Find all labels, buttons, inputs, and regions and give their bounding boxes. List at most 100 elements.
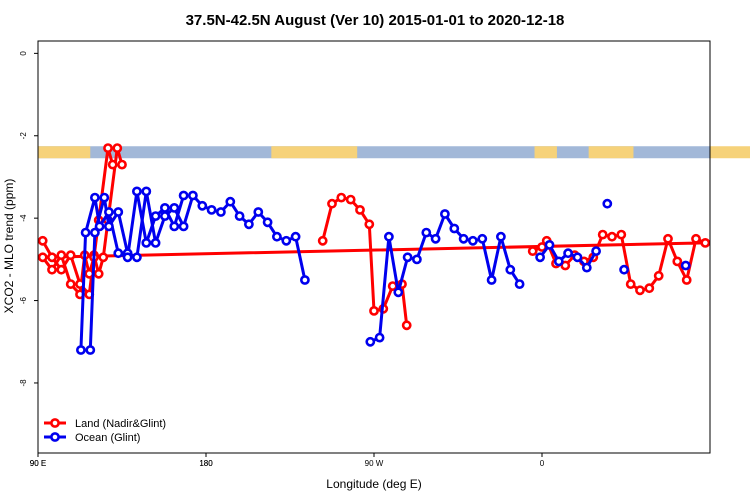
data-point-land: [616, 229, 627, 240]
data-point-land: [65, 250, 76, 261]
data-point-land: [369, 305, 379, 316]
data-point-land: [345, 194, 356, 205]
data-point-ocean: [495, 231, 506, 242]
data-point-ocean: [253, 207, 264, 217]
land-band: [534, 146, 557, 159]
x-axis: 90 E 180 90 W 090 E 180: [30, 453, 545, 468]
data-point-ocean: [104, 207, 114, 217]
data-point-ocean: [262, 217, 273, 228]
data-point-ocean: [402, 252, 413, 263]
data-point-ocean: [225, 196, 236, 207]
data-point-land: [700, 237, 711, 248]
data-point-ocean: [104, 221, 114, 232]
data-point-ocean: [76, 345, 86, 355]
data-point-ocean: [234, 211, 245, 221]
y-tick-label: -6: [19, 296, 28, 304]
y-tick-label: -2: [19, 132, 28, 140]
data-point-ocean: [243, 219, 254, 230]
data-point-land: [317, 235, 328, 246]
data-point-ocean: [439, 209, 450, 219]
data-point-ocean: [430, 233, 441, 244]
x-tick-label: 90 E: [30, 459, 46, 468]
data-point-land: [98, 252, 109, 263]
data-point-land: [47, 264, 57, 275]
series-line-ocean: [88, 189, 307, 351]
data-point-ocean: [113, 207, 124, 217]
y-tick-label: -4: [19, 214, 28, 222]
data-point-ocean: [90, 227, 100, 238]
x-tick-label: 90 W: [365, 459, 384, 468]
data-point-land: [663, 233, 673, 244]
data-point-ocean: [159, 202, 170, 213]
y-axis: 0 -2 -4 -6 -8: [19, 51, 38, 387]
data-point-ocean: [581, 262, 592, 273]
data-point-ocean: [197, 200, 208, 211]
data-point-land: [37, 252, 48, 263]
data-point-ocean: [680, 260, 691, 271]
data-point-land: [37, 235, 48, 246]
data-point-ocean: [94, 221, 105, 232]
data-point-land: [364, 219, 375, 230]
data-point-land: [117, 159, 127, 170]
data-point-ocean: [206, 204, 217, 215]
data-point-ocean: [299, 275, 310, 285]
data-point-ocean: [85, 345, 96, 355]
land-band: [38, 146, 91, 159]
data-point-ocean: [141, 186, 152, 197]
data-point-ocean: [619, 264, 629, 275]
plot-frame: [37, 40, 711, 454]
data-point-ocean: [141, 237, 152, 248]
data-point-ocean: [178, 221, 189, 232]
legend-marker-land: [50, 418, 60, 428]
data-point-ocean: [572, 252, 583, 263]
data-point-ocean: [477, 233, 488, 244]
x-tick-label: 0: [540, 459, 545, 468]
land-ocean-strip: [38, 146, 750, 159]
data-point-ocean: [215, 207, 226, 217]
data-point-ocean: [150, 237, 161, 248]
data-point-ocean: [486, 275, 497, 285]
x-tick-label: 180: [199, 459, 213, 468]
land-band: [271, 146, 358, 159]
data-point-ocean: [113, 248, 124, 259]
data-point-land: [93, 268, 104, 279]
data-point-land: [56, 250, 67, 261]
x-axis-label: Longitude (deg E): [326, 477, 421, 491]
x-tick-label: 90 E: [30, 459, 46, 468]
data-point-land: [336, 192, 347, 203]
data-point-ocean: [187, 190, 198, 201]
y-tick-label: -8: [19, 379, 28, 387]
legend: Land (Nadir&Glint) Ocean (Glint): [44, 418, 166, 444]
data-point-land: [107, 159, 118, 170]
data-point-land: [527, 246, 538, 256]
data-point-land: [401, 320, 412, 331]
data-point-ocean: [80, 227, 91, 238]
chart-title: 37.5N-42.5N August (Ver 10) 2015-01-01 t…: [186, 12, 565, 29]
data-point-land: [103, 143, 113, 153]
data-point-ocean: [602, 198, 613, 209]
data-point-ocean: [131, 252, 142, 263]
data-point-ocean: [553, 256, 564, 267]
data-point-ocean: [383, 231, 394, 242]
data-point-ocean: [150, 211, 161, 221]
y-axis-label: XCO2 - MLO trend (ppm): [2, 179, 16, 314]
data-point-land: [644, 283, 655, 294]
data-point-land: [112, 143, 123, 153]
y-tick-label: 0: [19, 51, 28, 56]
legend-label-land: Land (Nadir&Glint): [75, 418, 166, 430]
data-point-ocean: [458, 233, 469, 244]
data-point-ocean: [505, 264, 516, 275]
data-point-land: [625, 279, 636, 289]
data-point-ocean: [99, 192, 110, 203]
data-point-ocean: [535, 252, 545, 263]
data-point-land: [681, 275, 692, 285]
data-point-land: [597, 229, 608, 240]
data-point-ocean: [591, 246, 601, 256]
data-point-ocean: [169, 221, 180, 232]
data-point-land: [691, 233, 701, 244]
data-point-ocean: [411, 254, 422, 265]
data-point-ocean: [169, 202, 180, 213]
series-line-ocean: [369, 212, 521, 344]
data-point-ocean: [449, 223, 460, 234]
data-point-ocean: [421, 227, 432, 238]
